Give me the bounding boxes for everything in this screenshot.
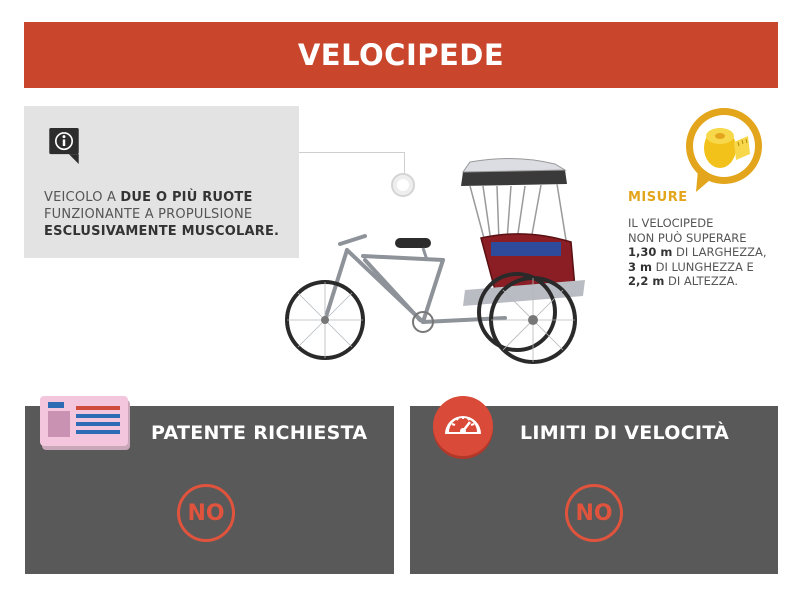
- measures-line1: IL VELOCIPEDE: [628, 216, 714, 230]
- connector-dot: [391, 173, 415, 197]
- tape-measure-icon: [686, 108, 762, 192]
- measures-line2: NON PUÒ SUPERARE: [628, 230, 747, 245]
- speedometer-icon: [433, 396, 493, 459]
- measures-width-label: DI LARGHEZZA,: [672, 245, 767, 259]
- measures-width-value: 1,30 m: [628, 245, 673, 259]
- measures-height-label: DI ALTEZZA.: [664, 274, 738, 288]
- info-line1-bold: DUE O PIÙ RUOTE: [120, 190, 253, 205]
- connector-line: [299, 152, 405, 153]
- speed-limit-value-badge: NO: [565, 484, 623, 542]
- connector-line-vertical: [404, 152, 405, 174]
- title-banner: VELOCIPEDE: [24, 22, 778, 88]
- license-card-icon: [40, 396, 130, 450]
- info-box: VEICOLO A DUE O PIÙ RUOTE FUNZIONANTE A …: [24, 106, 299, 258]
- license-value-badge: NO: [177, 484, 235, 542]
- page-title: VELOCIPEDE: [297, 38, 505, 72]
- cycle-rickshaw-icon: [285, 157, 585, 364]
- info-line1-prefix: VEICOLO A: [44, 190, 121, 205]
- measures-height-value: 2,2 m: [628, 274, 665, 288]
- info-line3-bold: ESCLUSIVAMENTE MUSCOLARE.: [44, 224, 280, 239]
- measures-title: MISURE: [628, 190, 688, 205]
- measures-description: IL VELOCIPEDE NON PUÒ SUPERARE 1,30 m DI…: [628, 216, 788, 289]
- speed-limit-card-title: LIMITI DI VELOCITÀ: [520, 422, 730, 444]
- measures-length-value: 3 m: [628, 259, 652, 274]
- info-line2: FUNZIONANTE A PROPULSIONE: [44, 207, 253, 222]
- info-description: VEICOLO A DUE O PIÙ RUOTE FUNZIONANTE A …: [44, 189, 294, 240]
- measures-length-label: DI LUNGHEZZA E: [652, 259, 754, 274]
- license-card-title: PATENTE RICHIESTA: [151, 422, 368, 444]
- info-icon: [49, 128, 79, 164]
